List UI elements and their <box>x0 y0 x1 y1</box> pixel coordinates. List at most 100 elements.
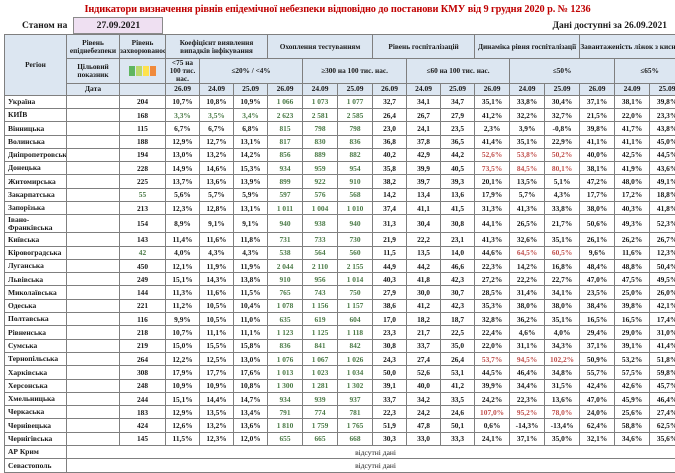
oxygen-value: 44,5% <box>650 148 675 161</box>
dynamics-value: 35,1% <box>475 95 510 108</box>
dynamics-value: 33,8% <box>510 95 545 108</box>
oxygen-value: 55,7% <box>580 366 615 379</box>
dynamics-value: 41,2% <box>475 108 510 121</box>
testing-value: 836 <box>338 135 373 148</box>
dynamics-value: 4,6% <box>510 326 545 339</box>
oxygen-value: 42,4% <box>580 379 615 392</box>
testing-value: 934 <box>268 392 303 405</box>
testing-value: 1 281 <box>303 379 338 392</box>
dynamics-value: 26,5% <box>510 215 545 233</box>
data-available-label: Дані доступні за 26.09.2021 <box>553 21 672 31</box>
detection-value: 10,9% <box>234 95 268 108</box>
detection-value: 3,3% <box>166 108 200 121</box>
no-data-label: відсутні дані <box>67 459 675 472</box>
target-incidence: <75 на 100 тис. нас. <box>166 59 200 84</box>
epidemic-level-cell <box>67 299 120 312</box>
testing-value: 910 <box>268 273 303 286</box>
incidence-value: 116 <box>120 313 166 326</box>
hospitalization-value: 26,7 <box>407 108 441 121</box>
oxygen-value: 37,1% <box>580 95 615 108</box>
testing-value: 1 011 <box>268 202 303 215</box>
no-data-label: відсутні дані <box>67 446 675 459</box>
date-header-12: 26.09 <box>580 83 615 95</box>
oxygen-value: 31,0% <box>650 326 675 339</box>
hospitalization-value: 34,2 <box>407 392 441 405</box>
epidemic-level-cell <box>67 273 120 286</box>
oxygen-value: 47,0% <box>580 392 615 405</box>
dynamics-value: 31,1% <box>510 339 545 352</box>
incidence-value: 228 <box>120 162 166 175</box>
testing-value: 954 <box>338 162 373 175</box>
hospitalization-value: 27,4 <box>407 352 441 365</box>
oxygen-value: 43,8% <box>650 122 675 135</box>
detection-value: 11,9% <box>200 259 234 272</box>
testing-value: 1 125 <box>303 326 338 339</box>
epidemic-level-cell <box>67 286 120 299</box>
oxygen-value: 11,6% <box>615 246 650 259</box>
detection-value: 12,7% <box>200 135 234 148</box>
region-name: Херсонська <box>5 379 67 392</box>
detection-value: 14,7% <box>234 392 268 405</box>
testing-value: 817 <box>268 135 303 148</box>
detection-value: 13,9% <box>234 175 268 188</box>
epidemic-level-cell <box>67 148 120 161</box>
oxygen-value: 17,2% <box>615 188 650 201</box>
detection-value: 15,1% <box>166 273 200 286</box>
dynamics-value: 32,6% <box>510 233 545 246</box>
dynamics-value: 24,2% <box>475 392 510 405</box>
hospitalization-value: 23,1 <box>441 233 475 246</box>
testing-value: 1 023 <box>303 366 338 379</box>
dynamics-value: -14,3% <box>510 419 545 432</box>
incidence-value: 115 <box>120 122 166 135</box>
target-detection: ≤20% / <4% <box>200 59 303 84</box>
status-date-field[interactable]: 27.09.2021 <box>73 17 163 34</box>
detection-value: 15,3% <box>234 162 268 175</box>
incidence-value: 424 <box>120 419 166 432</box>
dynamics-value: 34,4% <box>510 379 545 392</box>
dynamics-value: 22,2% <box>510 273 545 286</box>
hospitalization-value: 33,5 <box>441 392 475 405</box>
hospitalization-value: 35,8 <box>373 162 407 175</box>
hospitalization-value: 33,0 <box>407 432 441 445</box>
detection-value: 13,6% <box>200 175 234 188</box>
detection-value: 14,4% <box>200 392 234 405</box>
testing-value: 2 585 <box>338 108 373 121</box>
region-name: Луганська <box>5 259 67 272</box>
dynamics-value: 5,7% <box>510 188 545 201</box>
hospitalization-value: 30,0 <box>407 286 441 299</box>
testing-value: 856 <box>268 148 303 161</box>
region-name: Одеська <box>5 299 67 312</box>
incidence-value: 219 <box>120 339 166 352</box>
testing-value: 750 <box>338 286 373 299</box>
status-bar: Станом на 27.09.2021 Дані доступні за 26… <box>4 17 671 34</box>
region-name: Запорізька <box>5 202 67 215</box>
epidemic-level-cell <box>67 188 120 201</box>
hospitalization-value: 32,7 <box>373 95 407 108</box>
region-name: КИЇВ <box>5 108 67 121</box>
dynamics-value: 35,3% <box>475 299 510 312</box>
epidemic-level-cell <box>67 95 120 108</box>
header-group-hospitalization: Рівень госпіталізацій <box>373 35 475 59</box>
detection-value: 13,1% <box>234 135 268 148</box>
hospitalization-value: 42,9 <box>407 148 441 161</box>
incidence-value: 249 <box>120 273 166 286</box>
testing-value: 1 123 <box>268 326 303 339</box>
incidence-value: 308 <box>120 366 166 379</box>
testing-value: 560 <box>338 246 373 259</box>
oxygen-value: 45,0% <box>650 135 675 148</box>
testing-value: 1 034 <box>338 366 373 379</box>
detection-value: 11,3% <box>166 286 200 299</box>
region-name: Івано-Франківська <box>5 215 67 233</box>
oxygen-value: 45,9% <box>615 392 650 405</box>
detection-value: 15,0% <box>166 339 200 352</box>
oxygen-value: 47,2% <box>580 175 615 188</box>
hospitalization-value: 21,7 <box>407 326 441 339</box>
testing-value: 956 <box>303 273 338 286</box>
testing-value: 668 <box>338 432 373 445</box>
